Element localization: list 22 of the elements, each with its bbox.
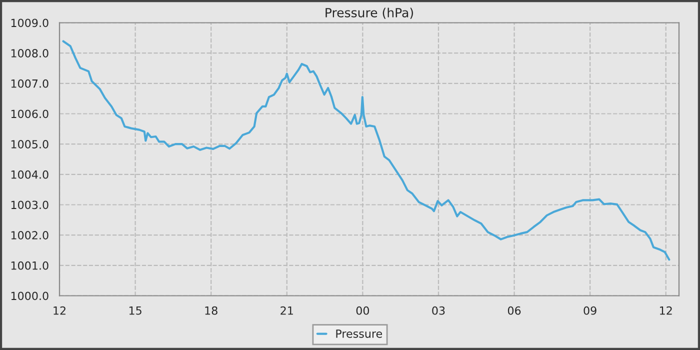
x-tick-label: 09: [584, 306, 596, 315]
x-tick-label: 15: [129, 306, 142, 315]
y-tick-label: 1005.0: [11, 140, 48, 148]
legend-label: Pressure: [336, 330, 382, 338]
y-tick-label: 1009.0: [11, 18, 48, 28]
y-tick-label: 1007.0: [11, 79, 48, 88]
y-tick-label: 1001.0: [11, 261, 48, 270]
x-tick-label: 18: [205, 306, 218, 315]
x-tick-label: 00: [356, 306, 370, 315]
line-series: [62, 40, 670, 261]
x-tick-label: 21: [280, 306, 293, 315]
y-tick-label: 1006.0: [11, 110, 48, 118]
y-tick-label: 1008.0: [11, 49, 48, 58]
x-tick-label: 06: [508, 306, 521, 315]
x-tick-label: 12: [660, 306, 672, 315]
y-tick-label: 1003.0: [11, 200, 48, 210]
y-tick-label: 1002.0: [11, 231, 48, 240]
x-tick-label: 03: [432, 306, 445, 315]
y-tick-label: 1000.0: [11, 292, 48, 300]
chart-title: Pressure (hPa): [326, 8, 413, 19]
y-tick-label: 1004.0: [11, 170, 48, 179]
x-tick-label: 12: [54, 306, 66, 315]
